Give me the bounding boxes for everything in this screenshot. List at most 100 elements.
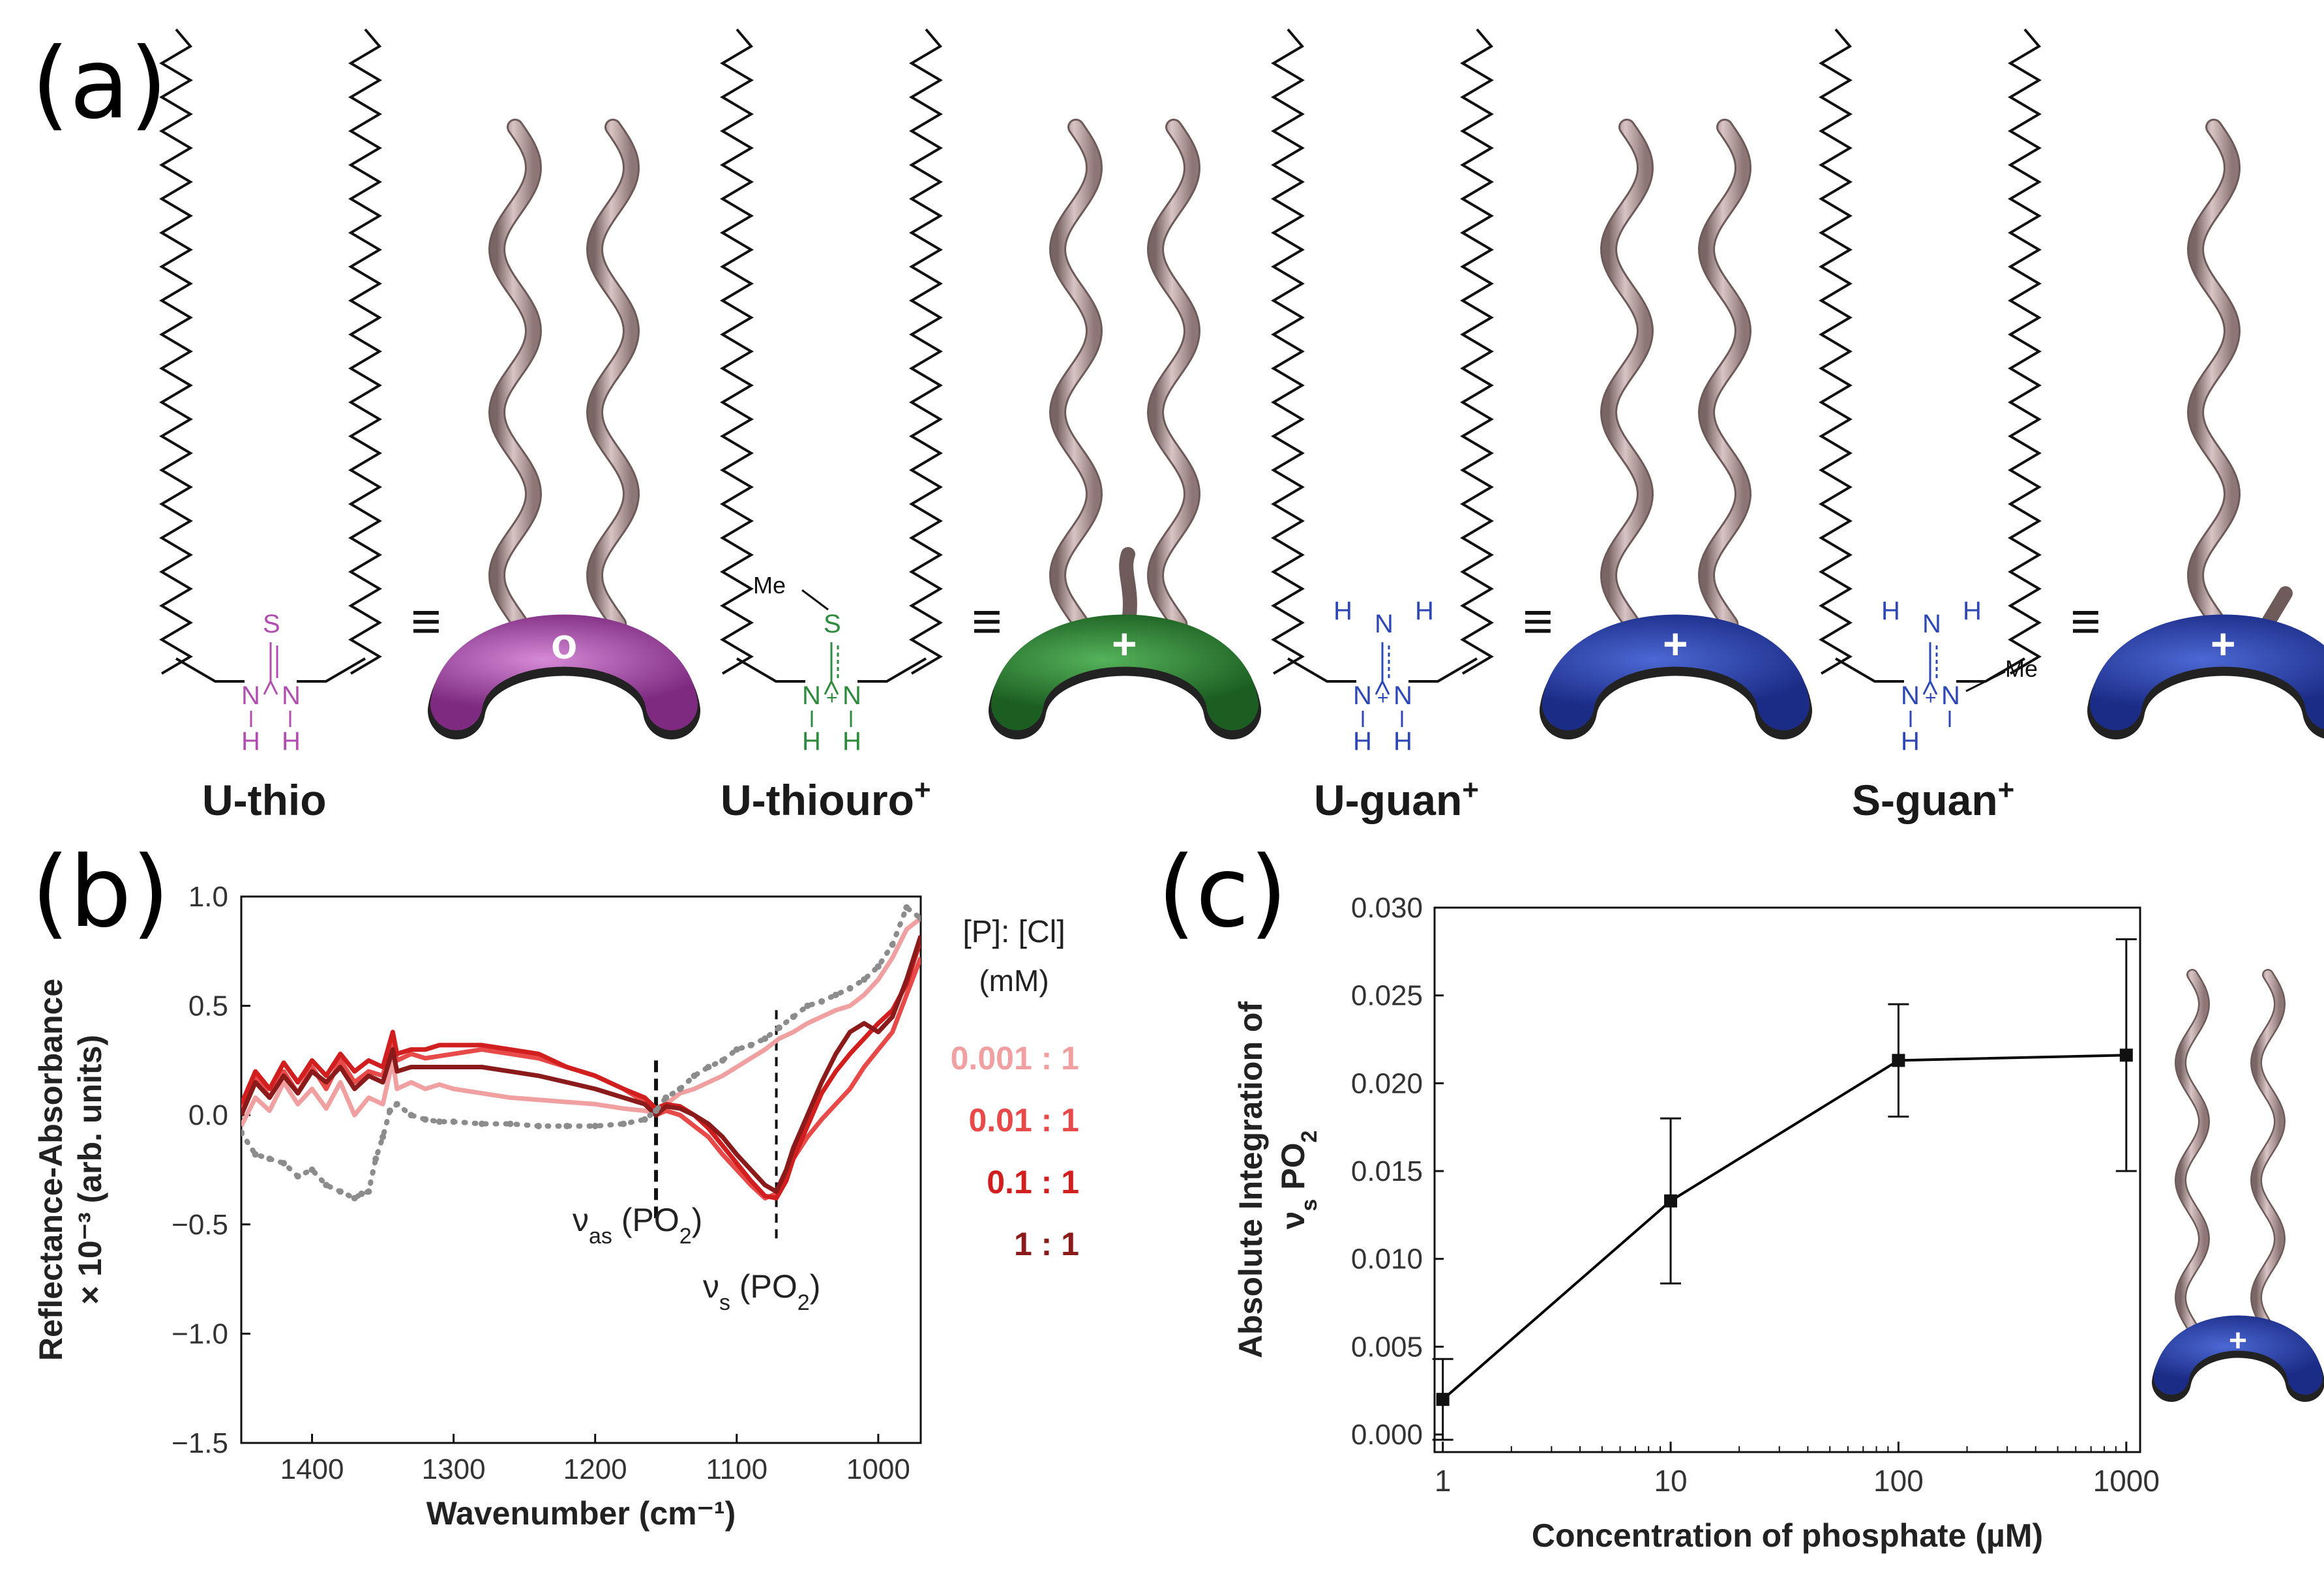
panel-b-chart: 1400 1300 1200 1100 1000 −1.5 −1.0 −0.5 0.0 0.5 1.… bbox=[33, 881, 1079, 1532]
bond-nc-left bbox=[824, 681, 833, 695]
compound-1: N NH H S U-thio ≡ o bbox=[159, 28, 700, 824]
y-axis-label-line2: × 10⁻³ (arb. units) bbox=[72, 1035, 108, 1305]
y-tick-label: 0.005 bbox=[1351, 1331, 1423, 1363]
plot-area bbox=[241, 903, 921, 1242]
bond-nc-left bbox=[1922, 681, 1931, 695]
headgroup-body bbox=[1542, 614, 1810, 730]
y-axis-label-line1: Absolute Integration of bbox=[1232, 1002, 1269, 1359]
atom-h-left: H bbox=[1353, 727, 1372, 756]
y-tick-label: 0.020 bbox=[1351, 1067, 1423, 1099]
bond-right bbox=[1408, 657, 1478, 683]
bond-right bbox=[297, 657, 366, 683]
atom-h-right: H bbox=[282, 727, 301, 756]
headgroup-body bbox=[991, 614, 1259, 730]
bond-nc-left bbox=[1375, 681, 1384, 695]
data-point bbox=[1664, 1194, 1678, 1208]
bond-me bbox=[801, 589, 829, 611]
methyl-label: Me bbox=[753, 572, 786, 599]
y-tick-label: 0.0 bbox=[188, 1099, 228, 1131]
atom-top-h1: H bbox=[1333, 597, 1352, 625]
bond-nc-left bbox=[263, 681, 272, 695]
alkyl-chain-left bbox=[159, 28, 193, 675]
x-tick-label: 1000 bbox=[846, 1453, 910, 1485]
panel-label-b: (b) bbox=[31, 836, 170, 949]
atom-h-left: H bbox=[241, 727, 260, 756]
atom-top: S bbox=[263, 610, 280, 638]
x-tick-label: 1200 bbox=[563, 1453, 627, 1485]
x-tick-label: 1400 bbox=[280, 1453, 344, 1485]
atom-top-h2: H bbox=[1415, 597, 1434, 625]
y-tick-label: 0.000 bbox=[1351, 1419, 1423, 1451]
atom-h-left: H bbox=[1901, 727, 1920, 756]
annotation-nu-as: νas (PO2) bbox=[573, 1202, 702, 1249]
legend-entry: 0.1 : 1 bbox=[987, 1164, 1079, 1200]
atom-n-right: N bbox=[1393, 681, 1412, 710]
y-tick-label: 0.025 bbox=[1351, 980, 1423, 1012]
bond-me bbox=[1965, 670, 2006, 692]
equivalence-sign: ≡ bbox=[1523, 592, 1553, 650]
compound-name: S-guan+ bbox=[1852, 774, 2014, 825]
data-point-reference bbox=[591, 1122, 599, 1129]
y-tick-label: −1.5 bbox=[171, 1427, 228, 1459]
compound-3: N NH H+NH HU-guan+≡ + bbox=[1271, 28, 1812, 824]
alkyl-chain-left bbox=[1819, 28, 1853, 675]
x-tick-label: 100 bbox=[1873, 1464, 1924, 1498]
equivalence-sign: ≡ bbox=[411, 592, 441, 650]
atom-h-right: H bbox=[842, 727, 861, 756]
atom-h-left: H bbox=[802, 727, 821, 756]
headgroup-charge: + bbox=[2229, 1324, 2247, 1358]
u-guan-schematic: + bbox=[2152, 969, 2324, 1402]
charge-symbol: + bbox=[826, 687, 838, 709]
bond-right bbox=[857, 657, 927, 683]
atom-top-h1: H bbox=[1881, 597, 1900, 625]
y-tick-label: 0.5 bbox=[188, 990, 228, 1022]
x-tick-label: 10 bbox=[1654, 1464, 1687, 1498]
atom-top: N bbox=[1922, 610, 1941, 638]
legend-entry: 1 : 1 bbox=[1014, 1226, 1079, 1262]
compound-name: U-thiouro+ bbox=[721, 774, 931, 825]
series-line-0 bbox=[241, 916, 921, 1127]
atom-h-right: H bbox=[1393, 727, 1412, 756]
alkyl-chain-left bbox=[720, 28, 754, 675]
bond-nc-right bbox=[269, 681, 278, 695]
compound-name: U-thio bbox=[202, 776, 327, 824]
series-line-1 bbox=[241, 957, 921, 1201]
tail-tube bbox=[2176, 970, 2209, 1341]
y-tick-label: −1.0 bbox=[171, 1318, 228, 1350]
headgroup-charge: o bbox=[551, 619, 577, 668]
x-axis-label: Concentration of phosphate (µM) bbox=[1532, 1517, 2043, 1554]
series-reference bbox=[241, 903, 921, 1202]
tail-tube bbox=[588, 121, 638, 631]
bond-nc-right bbox=[1929, 681, 1938, 695]
alkyl-chain-right bbox=[348, 28, 382, 675]
data-point-reference bbox=[436, 1118, 443, 1125]
alkyl-chain-right bbox=[1460, 28, 1494, 675]
panel-label-a: (a) bbox=[31, 27, 168, 141]
x-tick-label: 1000 bbox=[2093, 1464, 2160, 1498]
headgroup-body bbox=[2090, 614, 2324, 730]
atom-n-right: N bbox=[1941, 681, 1960, 710]
data-point bbox=[1892, 1054, 1905, 1067]
tail-tube bbox=[1601, 121, 1652, 631]
headgroup-charge: + bbox=[1663, 619, 1688, 668]
methyl-label: Me bbox=[2005, 655, 2038, 682]
tail-tube bbox=[2188, 121, 2239, 631]
tail-tube bbox=[1148, 121, 1199, 631]
x-axis-label: Wavenumber (cm⁻¹) bbox=[426, 1495, 736, 1532]
headgroup-charge: + bbox=[2211, 619, 2236, 668]
equivalence-sign: ≡ bbox=[2070, 592, 2101, 650]
y-tick-label: 1.0 bbox=[188, 881, 228, 913]
atom-n-left: N bbox=[802, 681, 821, 710]
atom-n-left: N bbox=[1353, 681, 1372, 710]
bond-nc-right bbox=[830, 681, 839, 695]
bond-nc-right bbox=[1381, 681, 1390, 695]
legend-entry: 0.001 : 1 bbox=[951, 1040, 1079, 1077]
headgroup-body bbox=[430, 614, 698, 730]
charge-symbol: + bbox=[1925, 687, 1937, 709]
bond-left bbox=[736, 657, 805, 683]
atom-n-left: N bbox=[1901, 681, 1920, 710]
bond-left bbox=[1834, 657, 1904, 683]
atom-top: S bbox=[824, 610, 841, 638]
